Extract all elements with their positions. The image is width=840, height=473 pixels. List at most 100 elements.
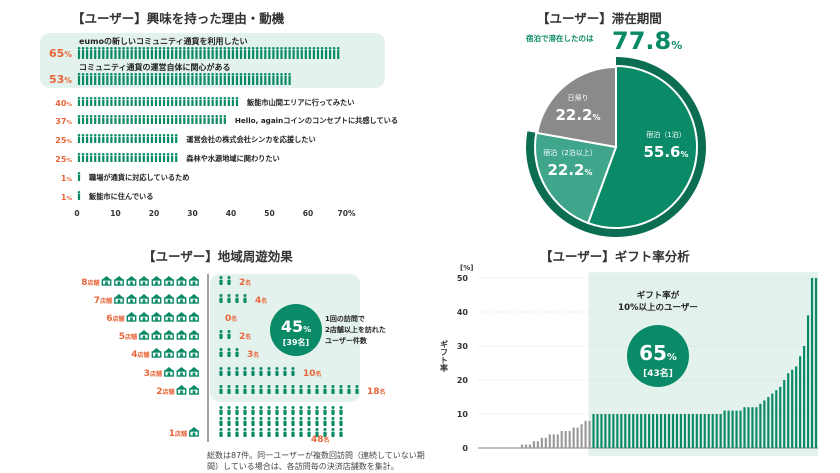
person-body — [98, 137, 101, 143]
person-body — [195, 76, 198, 85]
person-body — [292, 50, 295, 59]
stay-title: 【ユーザー】滞在期間 — [537, 11, 662, 26]
person-head — [162, 115, 166, 118]
shop-roof — [189, 276, 199, 281]
person-head — [122, 73, 125, 76]
person-head — [243, 385, 247, 389]
person-body — [102, 137, 105, 143]
shop-roof — [176, 348, 187, 353]
person-body — [272, 50, 275, 59]
shop-roof — [164, 312, 174, 317]
person-body — [179, 76, 182, 85]
user-person — [267, 406, 271, 415]
person-body — [219, 333, 223, 339]
shop-roof — [164, 276, 174, 281]
person-head — [231, 47, 235, 50]
bar-person — [114, 47, 117, 59]
person-body — [154, 118, 158, 124]
person-body — [138, 137, 141, 143]
person-head — [166, 47, 170, 50]
person-head — [227, 294, 231, 298]
person-body — [175, 118, 178, 124]
person-body — [219, 388, 223, 394]
person-body — [102, 76, 105, 85]
bar-person — [134, 73, 137, 85]
person-body — [86, 50, 89, 59]
bar-person — [146, 73, 150, 85]
person-body — [134, 100, 137, 106]
person-head — [187, 97, 190, 100]
person-head — [339, 406, 343, 410]
shop-icon — [189, 294, 199, 304]
slice-value: 55.6% — [643, 143, 688, 161]
highlight-label: 10%以上のユーザー — [618, 302, 698, 313]
person-body — [300, 50, 303, 59]
bar-person — [259, 47, 263, 59]
person-body — [187, 100, 190, 106]
person-head — [106, 134, 109, 137]
person-head — [191, 97, 194, 100]
user-person — [251, 406, 255, 415]
person-body — [110, 76, 113, 85]
bar-person — [259, 73, 263, 85]
y-tick-label: 20 — [457, 376, 469, 385]
shop-door — [192, 390, 196, 394]
person-body — [86, 76, 89, 85]
person-head — [85, 47, 89, 50]
person-head — [126, 73, 129, 76]
person-head — [219, 115, 223, 118]
person-body — [243, 50, 247, 59]
person-head — [138, 115, 142, 118]
bar-person — [215, 47, 218, 59]
person-body — [154, 50, 158, 59]
bar-person — [243, 73, 247, 85]
person-head — [255, 73, 259, 76]
bar-person — [174, 134, 178, 143]
person-head — [283, 417, 287, 421]
shop-roof — [126, 312, 137, 317]
person-head — [114, 47, 117, 50]
person-head — [114, 115, 117, 118]
user-person — [339, 417, 343, 426]
person-head — [283, 367, 287, 371]
bar-person — [158, 47, 162, 59]
person-head — [219, 348, 223, 352]
person-body — [219, 279, 223, 285]
highlight-label: ギフト率が — [637, 290, 680, 301]
person-head — [235, 406, 239, 410]
bar-person — [122, 115, 125, 124]
person-head — [118, 47, 121, 50]
person-body — [142, 156, 145, 162]
person-body — [215, 118, 218, 124]
bar-person — [77, 153, 81, 162]
person-head — [89, 153, 93, 156]
person-body — [150, 118, 153, 124]
person-body — [118, 118, 121, 124]
person-head — [89, 47, 93, 50]
person-body — [142, 50, 145, 59]
bar-person — [199, 73, 202, 85]
bar-person — [219, 115, 223, 124]
bar-person — [118, 134, 121, 143]
person-head — [195, 73, 198, 76]
person-body — [171, 100, 174, 106]
person-body — [251, 370, 255, 376]
person-head — [211, 73, 214, 76]
person-head — [183, 47, 186, 50]
user-person — [243, 367, 247, 376]
interest-chart: 65% eumoの新しいコミュニティ通貨を利用したい 53% コミュニティ通貨の運営自… — [40, 33, 398, 218]
bar-person — [316, 47, 320, 59]
person-body — [130, 50, 133, 59]
person-head — [211, 97, 214, 100]
user-person — [227, 385, 231, 394]
bar-person — [77, 47, 81, 59]
person-body — [299, 388, 303, 394]
slice-value: 22.2% — [555, 106, 600, 124]
user-person — [355, 385, 359, 394]
person-head — [291, 385, 295, 389]
bar-person — [324, 47, 328, 59]
shop-icon — [139, 330, 149, 340]
person-head — [288, 47, 291, 50]
person-body — [256, 76, 259, 85]
person-body — [219, 420, 223, 426]
